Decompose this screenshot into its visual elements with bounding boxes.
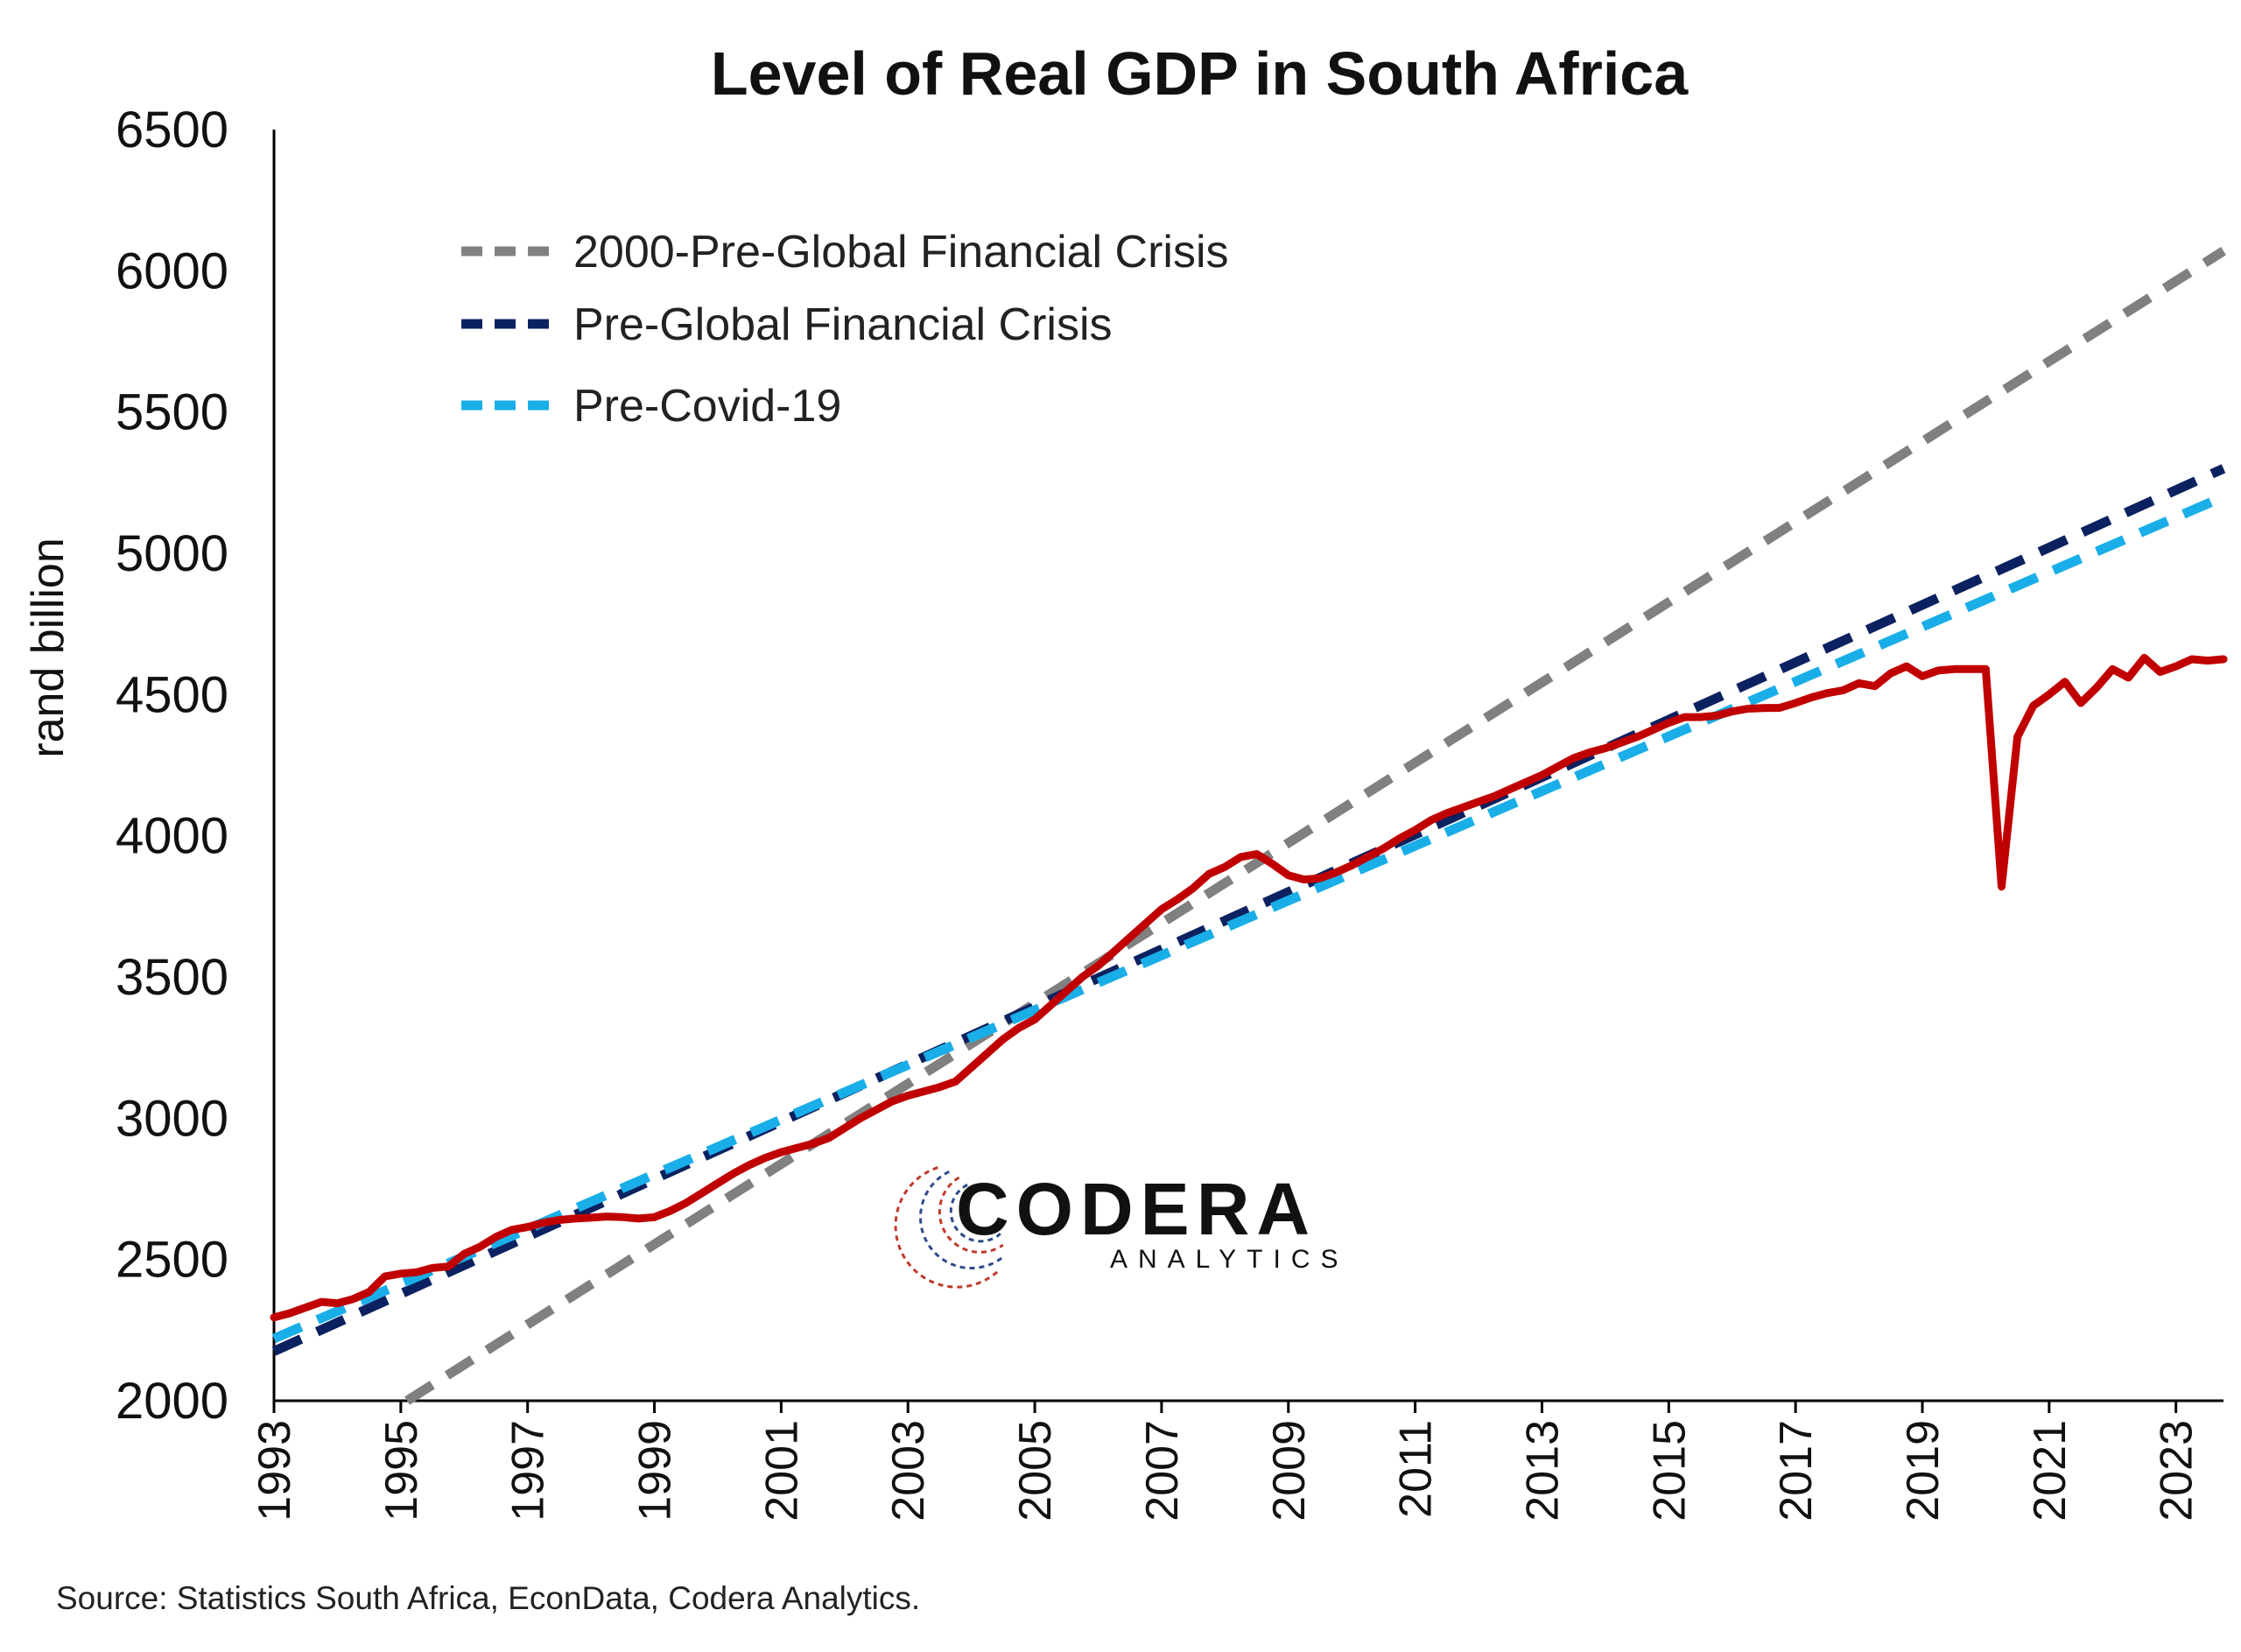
x-tick-label: 2009 — [1264, 1420, 1315, 1522]
series-line-real-gdp — [270, 653, 2228, 1322]
x-tick-label: 1995 — [376, 1420, 427, 1522]
logo-arc — [938, 1176, 1004, 1254]
x-tick-label: 1993 — [249, 1420, 300, 1522]
y-tick-label: 4500 — [116, 666, 228, 723]
legend-label: Pre-Global Financial Crisis — [573, 299, 1113, 350]
x-tick-label: 2015 — [1644, 1420, 1695, 1522]
x-tick-labels: 1993 1995 1997 1999 2001 2003 2005 2007 2009 2011… — [249, 1401, 2202, 1522]
codera-logo: CODERA ANALYTICS — [894, 1166, 1349, 1289]
x-tick-label: 2001 — [756, 1420, 807, 1522]
series-line-trend — [271, 464, 2226, 1356]
logo-arc — [959, 1192, 997, 1233]
legend: 2000-Pre-Global Financial Crisis Pre-Glob… — [461, 227, 1229, 432]
y-tick-label: 6500 — [116, 102, 228, 158]
logo-tagline: ANALYTICS — [1110, 1245, 1349, 1274]
y-tick-labels: 2000 2500 3000 3500 4000 4500 5000 5500 6000 6500 — [116, 102, 228, 1430]
x-tick-label: 2007 — [1137, 1420, 1188, 1522]
x-tick-label: 2021 — [2025, 1420, 2076, 1522]
legend-label: 2000-Pre-Global Financial Crisis — [573, 227, 1229, 278]
x-tick-label: 2005 — [1010, 1420, 1061, 1522]
series-layer — [270, 247, 2228, 1405]
series-line-trend — [271, 492, 2226, 1344]
y-axis-label: rand billion — [23, 538, 74, 758]
codera-logo-mark — [894, 1166, 1004, 1289]
y-tick-label: 4000 — [116, 808, 228, 865]
logo-arc — [894, 1166, 1001, 1289]
series-line-trend — [404, 247, 2226, 1405]
y-tick-label: 5000 — [116, 525, 228, 582]
chart-title: Level of Real GDP in South Africa — [711, 39, 1689, 108]
y-tick-label: 2500 — [116, 1232, 228, 1289]
y-tick-label: 3500 — [116, 949, 228, 1006]
x-tick-label: 2003 — [883, 1420, 934, 1522]
y-tick-label: 2000 — [116, 1373, 228, 1430]
x-tick-label: 1999 — [630, 1420, 681, 1522]
source-note: Source: Statistics South Africa, EconDat… — [56, 1580, 920, 1616]
y-tick-label: 6000 — [116, 243, 228, 299]
y-tick-label: 3000 — [116, 1090, 228, 1147]
x-tick-label: 2019 — [1898, 1420, 1949, 1522]
logo-arc — [949, 1184, 1001, 1243]
logo-wordmark: CODERA — [956, 1168, 1317, 1250]
logo-arc — [919, 1170, 1004, 1270]
axes — [272, 130, 2223, 1402]
legend-label: Pre-Covid-19 — [573, 381, 841, 432]
x-tick-label: 2023 — [2152, 1420, 2202, 1522]
x-tick-label: 2011 — [1391, 1420, 1442, 1518]
x-tick-label: 2013 — [1517, 1420, 1568, 1522]
x-tick-label: 1997 — [503, 1420, 554, 1522]
x-tick-label: 2017 — [1771, 1420, 1822, 1522]
y-tick-label: 5500 — [116, 384, 228, 441]
